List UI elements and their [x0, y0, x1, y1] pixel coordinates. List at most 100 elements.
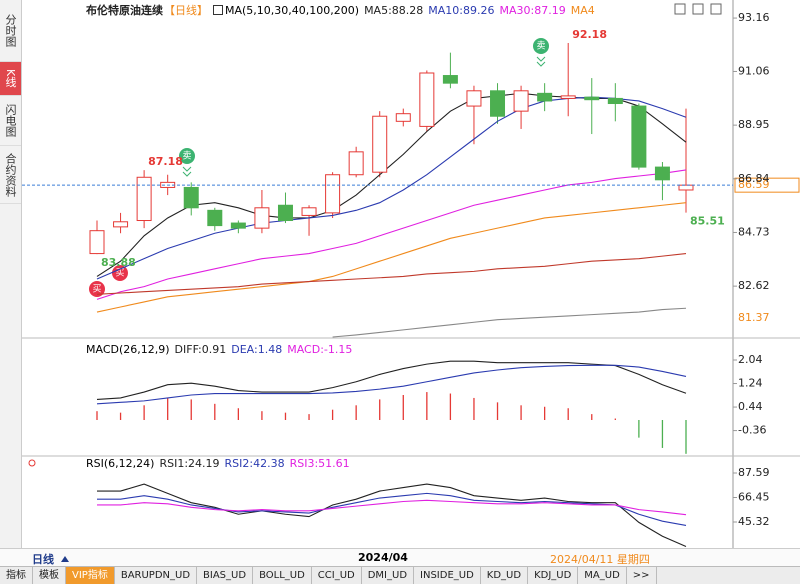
candle-body: [301, 207, 317, 216]
ma-line: [96, 360, 687, 400]
candle-body: [183, 186, 199, 209]
candle-body: [631, 105, 647, 168]
ma-line: [96, 202, 687, 313]
y-tick-label: 93.16: [738, 11, 770, 24]
candle-body: [372, 115, 388, 173]
buy-badge: [89, 281, 105, 297]
tab[interactable]: CCI_UD: [312, 567, 362, 584]
legend: 布伦特原油连续 【日线】 MA(5,10,30,40,100,200) MA5:…: [86, 2, 600, 18]
tab[interactable]: VIP指标: [66, 567, 115, 584]
legend-entry: DIFF:0.91: [174, 343, 227, 356]
candle-body: [89, 230, 105, 255]
date-bar: 日线 2024/04 2024/04/11 星期四: [0, 548, 800, 567]
legend-entry: MA5:88.28: [364, 3, 424, 17]
sell-badge: [533, 38, 549, 54]
candle-body: [607, 97, 623, 105]
candle-body: [325, 174, 341, 214]
legend-entry: RSI2:42.38: [224, 457, 285, 470]
ma-line: [97, 499, 687, 516]
last-price-box: [734, 177, 800, 193]
candle-body: [513, 90, 529, 112]
legend-entry: MA30:87.19: [499, 3, 566, 17]
icon: [61, 556, 69, 562]
price-mark: 85.51: [690, 215, 725, 228]
sell-badge: [179, 148, 195, 164]
chart-area: 买 买 卖 卖 87.18 92.18 85.51 83.88 86.59 81.37 93…: [22, 0, 800, 548]
legend-entry: RSI3:51.61: [289, 457, 350, 470]
y-tick-label: 1.24: [738, 377, 763, 390]
checkbox[interactable]: [213, 5, 223, 15]
toolbar-icons: [28, 3, 722, 467]
period-selector[interactable]: 日线: [32, 553, 54, 566]
y-tick-label: 2.04: [738, 353, 763, 366]
tab[interactable]: 指标: [0, 567, 33, 584]
tab[interactable]: >>: [627, 567, 657, 584]
tab-bar: 指标 模板 VIP指标 BARUPDN_UD BIAS_UD BOLL_UD CCI_UD D…: [0, 566, 800, 584]
icon[interactable]: [674, 3, 686, 15]
y-tick-label: 0.44: [738, 400, 763, 413]
signal-label: 卖: [182, 151, 191, 162]
candle-body: [207, 209, 223, 227]
legend-entry: RSI1:24.19: [159, 457, 220, 470]
candle-body: [419, 72, 435, 127]
candle-body: [277, 204, 293, 222]
legend: RSI(6,12,24) RSI1:24.19 RSI2:42.38 RSI3:51…: [86, 457, 350, 470]
tab[interactable]: INSIDE_UD: [414, 567, 481, 584]
ma-line: [96, 364, 687, 405]
signal: 买 买 卖 卖: [89, 38, 549, 297]
signal-label: 卖: [536, 41, 545, 52]
indicator-label: MACD(26,12,9): [86, 343, 170, 356]
sidebar-tab[interactable]: K线图: [0, 62, 21, 96]
legend: MACD(26,12,9) DIFF:0.91 DEA:1.48 MACD:-1.1…: [86, 343, 352, 356]
tab[interactable]: DMI_UD: [362, 567, 415, 584]
sidebar-tab[interactable]: 闪电图: [0, 96, 21, 146]
cursor-date: 2024/04/11 星期四: [550, 553, 650, 566]
ma-line: [97, 483, 687, 547]
sidebar-tab[interactable]: 合约资料: [0, 146, 21, 204]
candle-body: [230, 222, 246, 229]
y-tick-label: -0.36: [738, 424, 766, 437]
candle-body: [442, 75, 458, 84]
y-tick-label: 87.59: [738, 466, 770, 479]
price-mark: 87.18: [148, 155, 183, 168]
signal-label: 买: [92, 284, 101, 295]
legend-entry: MACD:-1.15: [287, 343, 353, 356]
signal-label: 买: [115, 268, 124, 279]
tab[interactable]: BOLL_UD: [253, 567, 312, 584]
candle-body: [654, 166, 670, 181]
icon[interactable]: [710, 3, 722, 15]
tab[interactable]: KD_UD: [481, 567, 529, 584]
sidebar-tab[interactable]: 分时图: [0, 0, 21, 62]
tab[interactable]: MA_UD: [578, 567, 627, 584]
price-mark: 83.88: [101, 256, 136, 269]
candle-body: [466, 90, 482, 107]
tab[interactable]: KDJ_UD: [528, 567, 579, 584]
tab[interactable]: BIAS_UD: [197, 567, 254, 584]
candle-body: [537, 92, 553, 102]
buy-badge: [112, 265, 128, 281]
candle-body: [560, 95, 576, 99]
sell-arrow: [536, 56, 546, 67]
last-price-label: 86.59: [738, 178, 770, 191]
sidebar: 分时图 K线图 闪电图 合约资料: [0, 0, 22, 548]
y-tick-label: 91.06: [738, 64, 770, 77]
candle-body: [348, 151, 364, 176]
period-label: 【日线】: [164, 4, 208, 17]
indicator-label: MA(5,10,30,40,100,200): [225, 3, 360, 17]
y-tick-label: 66.45: [738, 491, 770, 504]
tab[interactable]: 模板: [33, 567, 66, 584]
candle-body: [490, 90, 506, 117]
y-tick-label: 88.95: [738, 118, 770, 131]
instrument-title: 布伦特原油连续: [86, 4, 163, 17]
ma-line: [96, 253, 687, 295]
candle-body: [678, 184, 694, 191]
icon: [28, 459, 36, 467]
legend-entry: MA10:89.26: [428, 3, 495, 17]
candle-body: [136, 176, 152, 222]
icon[interactable]: [692, 3, 704, 15]
price-mark: 92.18: [572, 28, 607, 41]
axis-low-label: 81.37: [738, 311, 770, 324]
tab[interactable]: BARUPDN_UD: [115, 567, 198, 584]
y-tick-label: 86.84: [738, 172, 770, 185]
